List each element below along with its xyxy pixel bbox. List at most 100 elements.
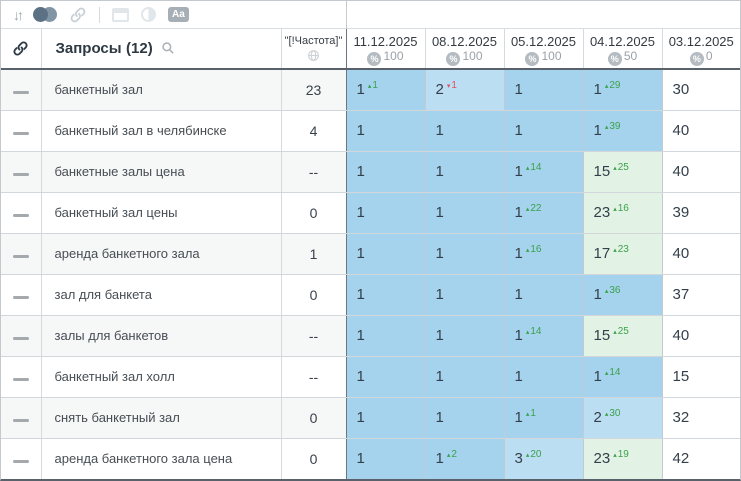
position-change: ▴36 — [604, 284, 621, 296]
position-value: 1 — [356, 203, 365, 221]
column-split-line — [346, 1, 347, 29]
toolbar-divider — [99, 6, 100, 23]
arrow-up-icon: ▴ — [446, 451, 451, 459]
position-value: 1 — [514, 80, 523, 98]
position-change: ▴1 — [525, 407, 536, 419]
frequency-cell: 0 — [281, 192, 346, 234]
dash-icon — [12, 131, 29, 135]
position-cell: 1 ▴14 — [504, 151, 584, 193]
position-cell: 15 — [662, 356, 740, 398]
table-row: банкетный зал цены 0 1 1 1 ▴22 23 ▴16 39 — [1, 192, 740, 234]
position-cell: 1 — [345, 356, 426, 398]
position-change: ▴23 — [613, 243, 629, 255]
row-drag-handle[interactable] — [1, 110, 42, 152]
keyword-cell[interactable]: снять банкетный зал — [41, 397, 282, 439]
text-case-icon[interactable]: Aa — [168, 7, 189, 22]
date-column-header[interactable]: 08.12.2025% 100 — [424, 29, 504, 70]
row-drag-handle[interactable] — [1, 397, 42, 439]
sort-icon[interactable]: ↓↑ — [13, 6, 24, 23]
position-value: 42 — [672, 449, 690, 467]
position-change: ▴19 — [613, 448, 629, 460]
position-value: 1 — [435, 367, 444, 385]
percent-value: 100 — [541, 48, 562, 63]
contrast-icon[interactable] — [141, 7, 156, 22]
globe-icon — [308, 49, 319, 61]
position-change: ▴2 — [446, 448, 457, 460]
keyword-cell[interactable]: банкетный зал холл — [41, 356, 282, 398]
position-cell: 15 ▴25 — [583, 151, 663, 193]
table-row: залы для банкетов -- 1 1 1 ▴14 15 ▴25 40 — [1, 315, 740, 357]
frequency-cell: 1 — [281, 233, 346, 275]
row-drag-handle[interactable] — [1, 192, 42, 234]
date-label: 11.12.2025 — [353, 33, 418, 49]
position-cell: 39 — [662, 192, 740, 234]
date-column-header[interactable]: 03.12.2025% 0 — [661, 29, 740, 70]
position-cell: 15 ▴25 — [583, 315, 663, 357]
percent-badge: % 50 — [607, 49, 637, 66]
date-column-header[interactable]: 05.12.2025% 100 — [503, 29, 583, 70]
position-value: 2 — [593, 408, 602, 426]
row-drag-handle[interactable] — [1, 438, 42, 479]
position-cell: 1 — [425, 356, 505, 398]
percent-value: 100 — [462, 48, 483, 63]
link-icon[interactable] — [69, 6, 87, 24]
keyword-cell[interactable]: залы для банкетов — [41, 315, 282, 357]
row-drag-handle[interactable] — [1, 151, 42, 193]
position-value: 3 — [514, 449, 523, 467]
table-row: зал для банкета 0 1 1 1 1 ▴36 37 — [1, 274, 740, 316]
row-drag-handle[interactable] — [1, 356, 42, 398]
position-value: 1 — [514, 367, 523, 385]
position-cell: 42 — [662, 438, 740, 479]
position-value: 1 — [356, 449, 365, 467]
position-change: ▴16 — [525, 243, 542, 255]
position-change: ▴14 — [604, 366, 621, 378]
row-drag-handle[interactable] — [1, 315, 42, 357]
row-drag-handle[interactable] — [1, 274, 42, 316]
dash-icon — [12, 295, 29, 299]
position-cell: 1 ▴16 — [504, 233, 584, 275]
date-column-header[interactable]: 04.12.2025% 50 — [582, 29, 662, 70]
arrow-up-icon: ▴ — [604, 82, 609, 90]
frequency-cell: -- — [281, 151, 346, 193]
table-row: снять банкетный зал 0 1 1 1 ▴1 2 ▴30 32 — [1, 397, 740, 439]
search-icon[interactable] — [161, 41, 175, 55]
position-cell: 23 ▴16 — [583, 192, 663, 234]
position-cell: 17 ▴23 — [583, 233, 663, 275]
frequency-column-header[interactable]: "[!Частота]" — [281, 29, 346, 70]
keyword-cell[interactable]: банкетные залы цена — [41, 151, 282, 193]
keyword-cell[interactable]: аренда банкетного зала — [41, 233, 282, 275]
frequency-cell: -- — [281, 315, 346, 357]
position-cell: 1 — [425, 274, 505, 316]
position-value: 40 — [672, 162, 690, 180]
keyword-cell[interactable]: зал для банкета — [41, 274, 282, 316]
percent-value: 100 — [383, 48, 404, 63]
queries-column-header[interactable]: Запросы (12) — [41, 29, 282, 70]
percent-icon: % — [689, 51, 704, 66]
frequency-label: "[!Частота]" — [284, 34, 343, 47]
compare-circles-icon[interactable] — [33, 7, 57, 22]
keyword-cell[interactable]: аренда банкетного зала цена — [41, 438, 282, 479]
position-value: 2 — [435, 80, 444, 98]
dash-icon — [12, 254, 29, 258]
dash-icon — [12, 336, 29, 340]
window-icon[interactable] — [112, 7, 129, 22]
row-drag-handle[interactable] — [1, 69, 42, 111]
dash-icon — [12, 377, 29, 381]
date-column-header[interactable]: 11.12.2025% 100 — [345, 29, 425, 70]
keyword-cell[interactable]: банкетный зал — [41, 69, 282, 111]
frequency-cell: 0 — [281, 438, 346, 479]
position-cell: 3 ▴20 — [504, 438, 584, 479]
position-cell: 1 ▴1 — [345, 69, 426, 111]
keyword-cell[interactable]: банкетный зал цены — [41, 192, 282, 234]
keyword-cell[interactable]: банкетный зал в челябинске — [41, 110, 282, 152]
position-value: 1 — [435, 203, 444, 221]
arrow-up-icon: ▴ — [525, 246, 530, 254]
select-all-header[interactable] — [1, 29, 42, 70]
position-cell: 32 — [662, 397, 740, 439]
table-body: банкетный зал 23 1 ▴1 2 ▾1 1 1 ▴29 30 банкетный за… — [1, 69, 740, 479]
frequency-cell: -- — [281, 356, 346, 398]
percent-value: 0 — [705, 48, 713, 63]
row-drag-handle[interactable] — [1, 233, 42, 275]
position-change: ▴22 — [525, 202, 542, 214]
